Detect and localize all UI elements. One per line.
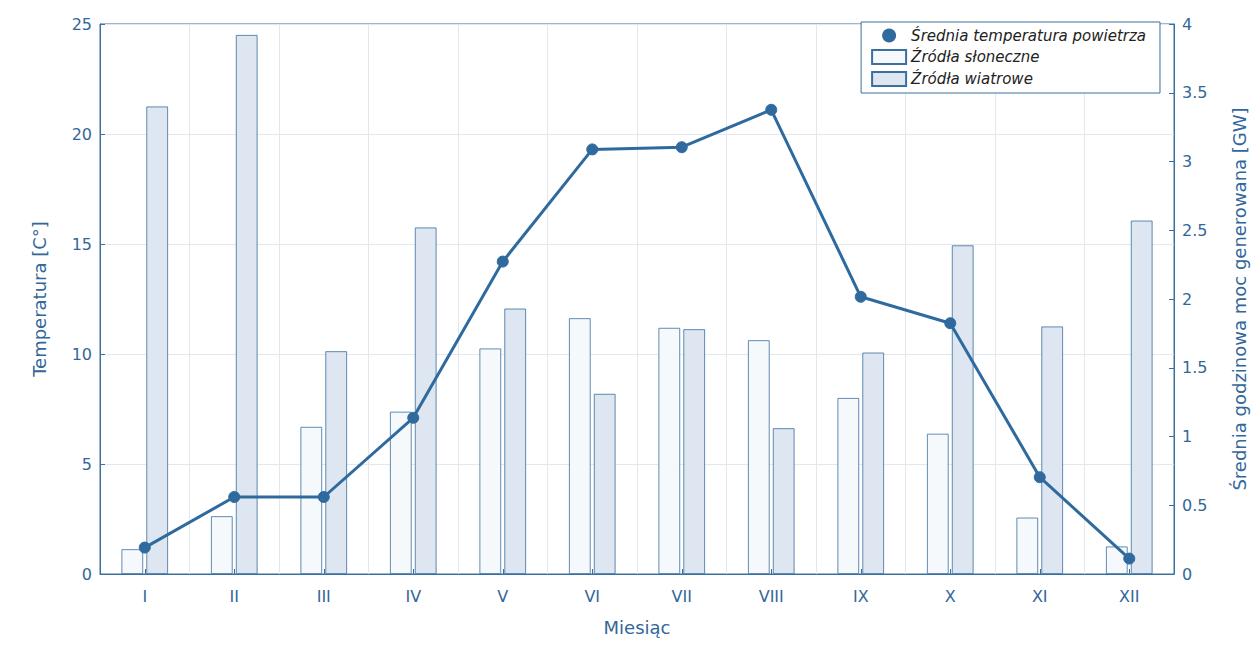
svg-text:I: I bbox=[142, 587, 147, 606]
svg-text:1: 1 bbox=[1182, 427, 1192, 446]
svg-text:Średnia godzinowa moc generowa: Średnia godzinowa moc generowana [GW] bbox=[1229, 107, 1250, 490]
svg-text:1.5: 1.5 bbox=[1182, 358, 1207, 377]
svg-text:X: X bbox=[945, 587, 956, 606]
svg-text:XII: XII bbox=[1119, 587, 1139, 606]
svg-text:Temperatura [C°]: Temperatura [C°] bbox=[29, 221, 50, 378]
svg-text:II: II bbox=[230, 587, 239, 606]
svg-text:XI: XI bbox=[1032, 587, 1048, 606]
svg-text:Średnia temperatura powietrza: Średnia temperatura powietrza bbox=[911, 26, 1146, 45]
svg-text:25: 25 bbox=[72, 15, 92, 34]
svg-text:4: 4 bbox=[1182, 15, 1192, 34]
svg-text:III: III bbox=[317, 587, 331, 606]
svg-text:VII: VII bbox=[672, 587, 692, 606]
svg-text:10: 10 bbox=[72, 345, 92, 364]
svg-text:5: 5 bbox=[82, 455, 92, 474]
svg-text:15: 15 bbox=[72, 235, 92, 254]
svg-text:VIII: VIII bbox=[759, 587, 784, 606]
svg-text:Źródła słoneczne: Źródła słoneczne bbox=[910, 47, 1039, 66]
svg-text:0: 0 bbox=[1182, 565, 1192, 584]
svg-text:2: 2 bbox=[1182, 290, 1192, 309]
svg-text:IV: IV bbox=[405, 587, 421, 606]
svg-text:2.5: 2.5 bbox=[1182, 221, 1207, 240]
svg-text:V: V bbox=[497, 587, 508, 606]
svg-text:IX: IX bbox=[853, 587, 869, 606]
svg-text:Źródła wiatrowe: Źródła wiatrowe bbox=[910, 69, 1033, 88]
svg-text:3.5: 3.5 bbox=[1182, 83, 1207, 102]
svg-text:0: 0 bbox=[82, 565, 92, 584]
svg-text:0.5: 0.5 bbox=[1182, 496, 1207, 515]
svg-text:20: 20 bbox=[72, 125, 92, 144]
svg-text:3: 3 bbox=[1182, 152, 1192, 171]
svg-text:Miesiąc: Miesiąc bbox=[604, 617, 671, 638]
svg-text:VI: VI bbox=[584, 587, 600, 606]
